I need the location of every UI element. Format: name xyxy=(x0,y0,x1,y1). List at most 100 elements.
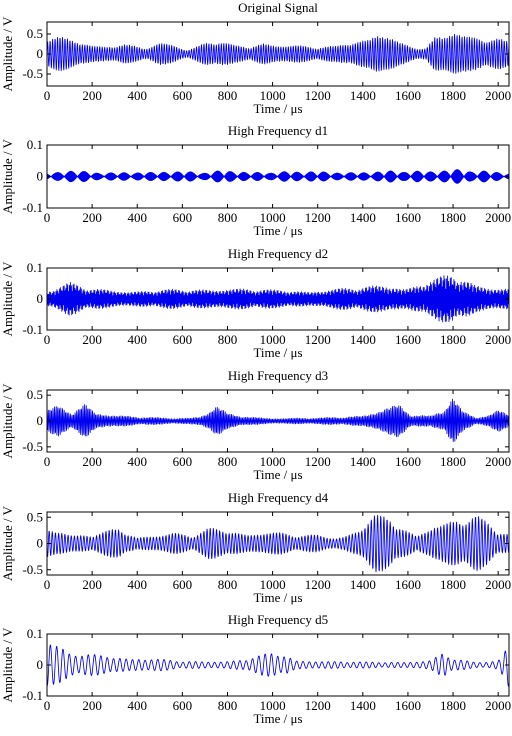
x-tick-label: 0 xyxy=(44,332,51,347)
x-tick-label: 1400 xyxy=(350,577,376,592)
x-tick-label: 800 xyxy=(218,332,238,347)
x-tick-label: 400 xyxy=(127,454,147,469)
x-tick-label: 200 xyxy=(82,332,102,347)
y-tick-label: 0 xyxy=(37,291,44,306)
x-tick-label: 400 xyxy=(127,332,147,347)
subplot-4: 0 200 400 600 800 1000 1200 1400 1600 1800 2000 -0.… xyxy=(0,368,511,482)
x-tick-label: 0 xyxy=(44,577,51,592)
x-tick-label: 800 xyxy=(218,698,238,713)
x-tick-label: 1000 xyxy=(260,577,286,592)
plot-title: High Frequency d5 xyxy=(228,612,328,627)
x-tick-label: 200 xyxy=(82,577,102,592)
x-tick-label: 1200 xyxy=(305,698,331,713)
signal-line xyxy=(46,398,510,442)
x-axis-label: Time / μs xyxy=(253,711,302,726)
x-tick-label: 2000 xyxy=(485,210,511,225)
y-tick-label: -0.1 xyxy=(22,322,43,337)
x-axis-label: Time / μs xyxy=(253,101,302,116)
x-tick-label: 1800 xyxy=(440,577,466,592)
x-tick-label: 400 xyxy=(127,698,147,713)
x-tick-label: 0 xyxy=(44,454,51,469)
subplot-3: 0 200 400 600 800 1000 1200 1400 1600 1800 2000 -0.… xyxy=(0,246,511,360)
x-axis-label: Time / μs xyxy=(253,467,302,482)
x-tick-label: 1400 xyxy=(350,698,376,713)
x-tick-label: 1800 xyxy=(440,332,466,347)
plot-title: High Frequency d1 xyxy=(228,123,328,138)
y-tick-label: 0 xyxy=(37,169,44,184)
x-tick-label: 2000 xyxy=(485,454,511,469)
x-tick-label: 0 xyxy=(44,698,51,713)
x-tick-label: 1600 xyxy=(395,698,421,713)
y-tick-label: 0 xyxy=(37,413,44,428)
x-tick-label: 1200 xyxy=(305,332,331,347)
subplot-2: 0 200 400 600 800 1000 1200 1400 1600 1800 2000 -0.… xyxy=(0,123,511,238)
y-tick-label: 0 xyxy=(37,657,44,672)
y-axis-label: Amplitude / V xyxy=(0,383,15,458)
x-tick-label: 1200 xyxy=(305,88,331,103)
y-tick-label: 0.5 xyxy=(27,387,43,402)
y-tick-label: 0.1 xyxy=(27,260,43,275)
x-tick-label: 1200 xyxy=(305,454,331,469)
plot-title: High Frequency d2 xyxy=(228,246,328,261)
x-tick-label: 1000 xyxy=(260,332,286,347)
x-tick-label: 2000 xyxy=(485,577,511,592)
x-tick-label: 1800 xyxy=(440,698,466,713)
x-tick-label: 400 xyxy=(127,210,147,225)
x-tick-label: 200 xyxy=(82,210,102,225)
x-axis-label: Time / μs xyxy=(253,345,302,360)
x-tick-label: 1000 xyxy=(260,88,286,103)
x-tick-label: 600 xyxy=(173,332,193,347)
y-axis-label: Amplitude / V xyxy=(0,261,15,336)
plot-title: Original Signal xyxy=(238,0,318,15)
axes-box xyxy=(46,633,510,697)
x-axis-label: Time / μs xyxy=(253,223,302,238)
x-tick-label: 2000 xyxy=(485,698,511,713)
x-tick-label: 1400 xyxy=(350,454,376,469)
x-tick-label: 600 xyxy=(173,577,193,592)
x-tick-label: 800 xyxy=(218,88,238,103)
x-tick-label: 0 xyxy=(44,210,51,225)
signal-line xyxy=(46,644,510,687)
x-axis-label: Time / μs xyxy=(253,590,302,605)
x-tick-label: 600 xyxy=(173,210,193,225)
x-tick-label: 1400 xyxy=(350,332,376,347)
signal-line xyxy=(46,514,510,573)
x-tick-label: 200 xyxy=(82,88,102,103)
y-tick-label: 0.5 xyxy=(27,509,43,524)
x-tick-label: 1600 xyxy=(395,88,421,103)
x-tick-label: 1600 xyxy=(395,577,421,592)
y-tick-label: 0 xyxy=(37,46,44,61)
x-tick-label: 1000 xyxy=(260,698,286,713)
y-axis-label: Amplitude / V xyxy=(0,16,15,91)
x-tick-label: 1600 xyxy=(395,332,421,347)
y-axis-label: Amplitude / V xyxy=(0,627,15,702)
signal-line xyxy=(46,275,510,323)
subplot-5: 0 200 400 600 800 1000 1200 1400 1600 1800 2000 -0.… xyxy=(0,490,511,605)
y-tick-label: -0.1 xyxy=(22,200,43,215)
subplot-6: 0 200 400 600 800 1000 1200 1400 1600 1800 2000 -0.… xyxy=(0,612,511,726)
x-tick-label: 1600 xyxy=(395,454,421,469)
x-tick-label: 600 xyxy=(173,698,193,713)
x-tick-label: 600 xyxy=(173,454,193,469)
x-tick-label: 1800 xyxy=(440,210,466,225)
x-tick-label: 0 xyxy=(44,88,51,103)
plot-title: High Frequency d3 xyxy=(228,368,328,383)
x-tick-label: 1800 xyxy=(440,88,466,103)
x-tick-label: 2000 xyxy=(485,88,511,103)
y-tick-label: -0.5 xyxy=(22,66,43,81)
y-axis-label: Amplitude / V xyxy=(0,138,15,213)
y-tick-label: -0.5 xyxy=(22,562,43,577)
y-tick-label: -0.5 xyxy=(22,439,43,454)
x-tick-label: 600 xyxy=(173,88,193,103)
subplot-1: 0 200 400 600 800 1000 1200 1400 1600 1800 2000 -0.… xyxy=(0,0,511,116)
x-tick-label: 800 xyxy=(218,577,238,592)
x-tick-label: 1000 xyxy=(260,454,286,469)
y-axis-label: Amplitude / V xyxy=(0,505,15,580)
y-tick-label: 0 xyxy=(37,536,44,551)
x-tick-label: 200 xyxy=(82,454,102,469)
x-tick-label: 1600 xyxy=(395,210,421,225)
y-tick-label: 0.1 xyxy=(27,137,43,152)
x-tick-label: 1400 xyxy=(350,88,376,103)
